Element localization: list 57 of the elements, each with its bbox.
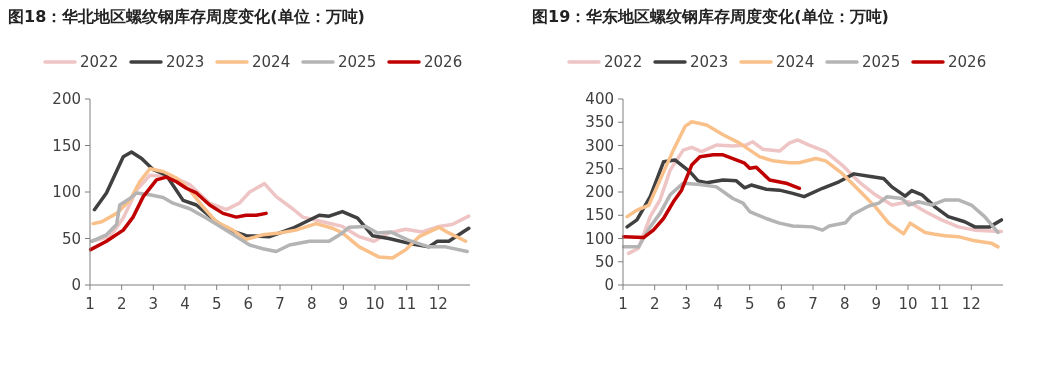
x-tick-label: 10 [365,295,385,313]
y-tick-label: 200 [585,183,614,201]
x-tick-label: 9 [871,295,882,313]
y-tick-label: 300 [585,136,614,155]
x-tick-label: 9 [338,295,349,313]
x-tick-label: 6 [776,295,787,313]
legend-label: 2024 [776,53,815,71]
y-tick-label: 400 [585,90,614,108]
x-tick-label: 2 [649,295,660,313]
x-tick-label: 4 [180,295,190,313]
legend-label: 2022 [604,53,643,71]
y-tick-label: 50 [594,252,614,271]
x-tick-label: 4 [713,295,723,313]
x-tick-label: 1 [85,295,95,313]
y-tick-label: 200 [52,90,81,108]
x-tick-label: 10 [898,295,918,313]
y-tick-label: 0 [604,276,614,294]
y-tick-label: 100 [52,183,81,201]
y-tick-label: 150 [585,206,614,225]
x-tick-label: 1 [618,295,628,313]
legend-label: 2022 [80,53,119,71]
x-tick-label: 6 [243,295,254,313]
y-tick-label: 50 [61,229,81,248]
x-tick-label: 3 [681,295,692,313]
line-series [625,120,1000,249]
line-series [621,153,802,240]
line-series [88,175,268,252]
line-series [91,167,468,260]
x-tick-label: 5 [744,295,755,313]
y-tick-label: 350 [585,113,614,132]
legend-label: 2025 [338,53,377,71]
line-series [621,181,1000,249]
chart-title: 图19：华东地区螺纹钢库存周度变化(单位：万吨) [532,7,889,26]
legend-label: 2024 [252,53,291,71]
y-tick-label: 0 [71,276,81,294]
line-series [89,191,469,254]
x-tick-label: 7 [808,295,818,313]
y-tick-label: 100 [585,229,614,248]
legend-label: 2023 [166,53,205,71]
legend-label: 2023 [690,53,729,71]
chart-title: 图18：华北地区螺纹钢库存周度变化(单位：万吨) [8,7,365,26]
x-tick-label: 3 [148,295,159,313]
line-series [625,158,1004,229]
legend-label: 2026 [424,53,463,71]
x-tick-label: 8 [306,295,317,313]
x-tick-label: 11 [930,295,950,313]
y-tick-label: 150 [52,136,81,155]
legend-label: 2025 [862,53,901,71]
x-tick-label: 7 [275,295,285,313]
y-tick-label: 250 [585,159,614,178]
x-tick-label: 2 [116,295,127,313]
x-tick-label: 5 [211,295,222,313]
x-tick-label: 8 [839,295,850,313]
x-tick-label: 12 [428,295,448,313]
x-tick-label: 12 [961,295,981,313]
x-tick-label: 11 [397,295,417,313]
legend-label: 2026 [948,53,987,71]
